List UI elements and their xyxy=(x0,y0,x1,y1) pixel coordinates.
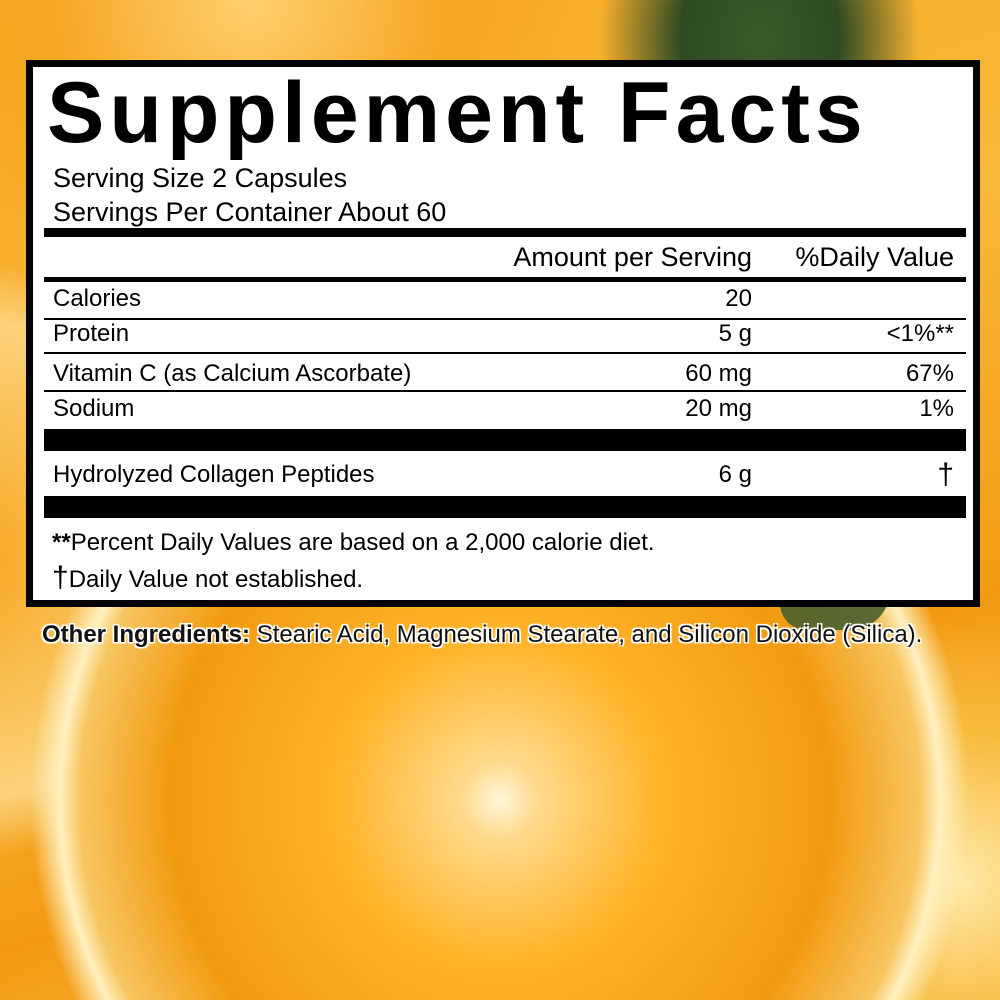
nutrient-amount: 5 g xyxy=(718,320,752,347)
nutrient-name: Protein xyxy=(53,320,130,347)
table-row: Hydrolyzed Collagen Peptides 6 g † xyxy=(44,459,966,491)
table-row: Protein 5 g <1%** xyxy=(44,318,966,350)
amount-header: Amount per Serving xyxy=(513,242,752,272)
supplement-facts-panel: Supplement Facts Serving Size 2 Capsules… xyxy=(26,60,980,607)
nutrient-dv: 1% xyxy=(919,395,954,422)
nutrient-amount: 20 xyxy=(725,285,752,312)
table-row: Calories 20 xyxy=(44,283,966,315)
thick-bar xyxy=(44,496,966,518)
nutrient-name: Sodium xyxy=(53,395,135,422)
nutrient-name: Calories xyxy=(53,285,142,312)
footnote-dagger-text: Daily Value not established. xyxy=(68,566,364,593)
dagger-symbol: † xyxy=(52,561,69,594)
serving-size: Serving Size 2 Capsules xyxy=(53,163,348,193)
header-divider xyxy=(44,277,966,282)
other-ingredients: Other Ingredients: Stearic Acid, Magnesi… xyxy=(42,618,974,652)
footnote-dagger: †Daily Value not established. xyxy=(52,563,363,595)
nutrient-name: Hydrolyzed Collagen Peptides xyxy=(53,461,375,488)
thick-bar xyxy=(44,429,966,451)
footnote-stars: ** xyxy=(52,529,71,556)
nutrient-amount: 20 mg xyxy=(685,395,752,422)
nutrient-amount: 6 g xyxy=(718,461,752,488)
row-divider xyxy=(44,352,966,354)
other-ingredients-label: Other Ingredients: xyxy=(42,621,251,648)
footnote-percent-text: Percent Daily Values are based on a 2,00… xyxy=(70,529,655,556)
nutrient-dv: 67% xyxy=(905,360,954,387)
nutrient-amount: 60 mg xyxy=(685,360,752,387)
table-header: Amount per Serving %Daily Value xyxy=(44,241,966,273)
other-ingredients-text: Stearic Acid, Magnesium Stearate, and Si… xyxy=(256,621,923,648)
panel-title: Supplement Facts xyxy=(47,65,868,161)
nutrient-name: Vitamin C (as Calcium Ascorbate) xyxy=(53,360,412,387)
table-row: Sodium 20 mg 1% xyxy=(44,393,966,425)
footnote-percent: **Percent Daily Values are based on a 2,… xyxy=(52,528,655,558)
servings-per-container: Servings Per Container About 60 xyxy=(53,197,447,227)
daily-value-header: %Daily Value xyxy=(795,242,954,272)
row-divider xyxy=(44,318,966,320)
row-divider xyxy=(44,390,966,392)
table-row: Vitamin C (as Calcium Ascorbate) 60 mg 6… xyxy=(44,358,966,390)
nutrient-dv: † xyxy=(937,458,954,491)
thick-divider xyxy=(44,228,966,237)
nutrient-dv: <1%** xyxy=(886,320,954,347)
